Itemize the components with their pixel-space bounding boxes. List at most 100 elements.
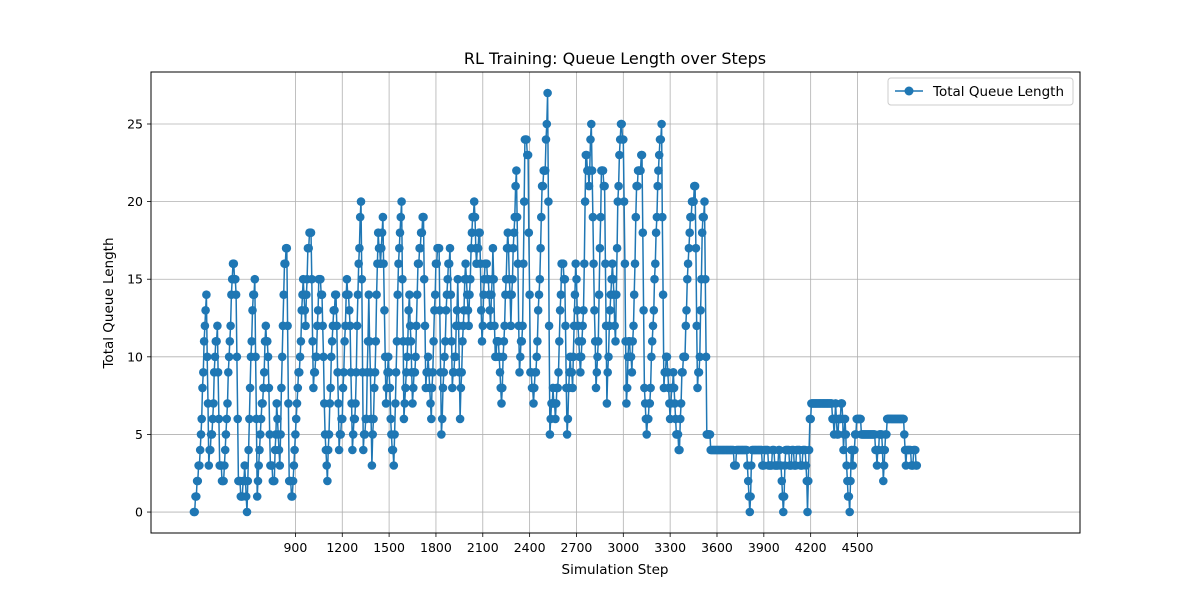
data-point <box>323 476 332 486</box>
data-point <box>529 399 538 408</box>
data-point <box>393 290 403 300</box>
data-point <box>354 259 364 269</box>
data-point <box>487 290 496 300</box>
data-point <box>682 306 691 315</box>
data-point <box>465 290 474 300</box>
data-point <box>348 430 358 439</box>
x-tick-label: 4200 <box>795 540 827 555</box>
data-point <box>394 259 403 269</box>
data-point <box>312 352 321 362</box>
data-point <box>580 197 590 206</box>
data-point <box>669 383 679 393</box>
data-point <box>395 243 404 253</box>
data-point <box>900 430 909 439</box>
data-point <box>839 445 848 455</box>
data-point <box>441 306 451 315</box>
data-point <box>446 290 456 300</box>
data-point <box>345 306 354 315</box>
data-point <box>779 492 789 501</box>
data-point <box>582 150 591 160</box>
data-point <box>653 181 662 191</box>
data-point <box>524 228 534 237</box>
data-point <box>196 430 206 439</box>
data-point <box>223 399 232 408</box>
data-point <box>669 368 678 377</box>
data-point <box>334 445 344 455</box>
data-point <box>681 321 691 331</box>
x-tick-label: 3000 <box>607 540 639 555</box>
data-point <box>604 352 613 362</box>
data-point <box>275 461 285 470</box>
data-point <box>610 321 619 331</box>
data-point <box>544 321 554 331</box>
data-point <box>199 337 209 346</box>
data-point <box>219 476 228 486</box>
data-point <box>912 461 922 470</box>
data-point <box>398 274 407 284</box>
data-point <box>359 445 368 455</box>
data-point <box>201 306 210 315</box>
data-point <box>845 507 854 517</box>
data-point <box>302 290 311 300</box>
data-point <box>313 306 323 315</box>
data-point <box>381 399 391 408</box>
data-point <box>193 476 203 486</box>
data-point <box>511 181 520 191</box>
data-point <box>288 492 297 501</box>
plot-area-frame <box>150 71 1081 534</box>
data-point <box>490 321 499 331</box>
data-point <box>489 274 499 284</box>
x-axis-label: Simulation Step <box>562 562 669 578</box>
data-point <box>277 352 287 362</box>
data-point <box>556 290 566 300</box>
data-point <box>331 290 341 300</box>
data-point <box>270 476 279 486</box>
data-point <box>692 321 701 331</box>
data-point <box>353 290 363 300</box>
data-point <box>372 290 381 300</box>
data-point <box>594 337 603 346</box>
data-point <box>879 476 888 486</box>
data-point <box>419 274 429 284</box>
data-point <box>530 383 539 393</box>
y-tick-label: 5 <box>135 427 143 442</box>
data-point <box>579 306 588 315</box>
data-point <box>628 337 637 346</box>
y-tick-label: 15 <box>127 272 143 287</box>
data-point <box>225 337 235 346</box>
data-point <box>300 306 310 315</box>
data-point <box>377 228 387 237</box>
data-point <box>279 290 289 300</box>
data-point <box>899 414 908 424</box>
data-point <box>255 430 265 439</box>
data-point <box>690 181 700 191</box>
data-point <box>247 337 256 346</box>
data-point <box>405 321 415 331</box>
data-point <box>676 399 686 408</box>
data-point <box>338 383 348 393</box>
data-point <box>611 337 620 346</box>
data-point <box>351 399 360 408</box>
data-point <box>264 383 274 393</box>
data-point <box>447 337 456 346</box>
data-point <box>495 368 505 377</box>
data-point <box>569 352 578 362</box>
y-tick-label: 0 <box>135 505 143 520</box>
data-point <box>658 212 667 222</box>
data-point <box>697 228 707 237</box>
data-point <box>848 461 858 470</box>
data-point <box>567 368 577 377</box>
data-point <box>274 445 284 455</box>
data-point <box>801 461 811 470</box>
data-point <box>332 321 342 331</box>
data-point <box>477 337 487 346</box>
data-point <box>259 368 269 377</box>
data-point <box>206 445 215 455</box>
data-point <box>731 461 740 470</box>
data-point <box>432 259 442 269</box>
data-point <box>806 414 815 424</box>
data-point <box>543 88 552 98</box>
data-point <box>803 507 812 517</box>
data-point <box>197 414 206 424</box>
y-tick-label: 10 <box>127 349 143 364</box>
